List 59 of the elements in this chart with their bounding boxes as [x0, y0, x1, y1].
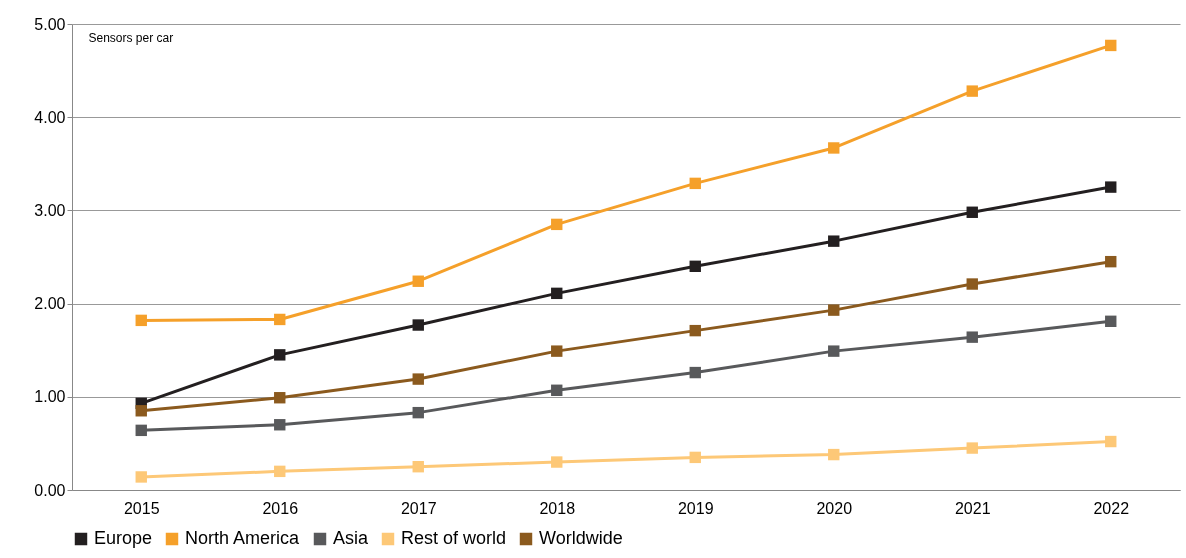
point: [828, 142, 840, 154]
y-tick-label: 5.00: [34, 15, 66, 33]
legend-label: Asia: [333, 528, 369, 548]
legend-label: Rest of world: [401, 528, 507, 548]
x-tick-label: 2016: [262, 499, 299, 517]
point: [274, 419, 286, 431]
point: [274, 465, 286, 478]
legend-label: North America: [185, 528, 301, 548]
x-tick-label: 2019: [677, 499, 714, 517]
x-tick-label: 2022: [1093, 499, 1130, 517]
point: [966, 278, 978, 290]
y-tick-label: 2.00: [34, 295, 66, 313]
point: [828, 304, 840, 316]
point: [1105, 39, 1117, 52]
point: [689, 177, 701, 190]
point: [1105, 315, 1117, 328]
x-tick-label: 2017: [400, 499, 437, 517]
point: [412, 461, 424, 473]
x-tick-label: 2021: [954, 499, 991, 517]
point: [551, 287, 563, 300]
point: [274, 349, 286, 361]
point: [828, 235, 840, 247]
y-axis-title: Sensors per car: [88, 30, 174, 45]
y-tick-label: 1.00: [34, 388, 66, 406]
point: [274, 313, 286, 326]
point: [551, 456, 563, 468]
y-tick-label: 4.00: [34, 108, 66, 126]
point: [966, 85, 978, 97]
point: [135, 424, 147, 437]
x-tick-label: 2020: [816, 499, 853, 517]
point: [689, 260, 701, 273]
point: [551, 384, 563, 396]
point: [135, 405, 147, 417]
x-tick-label: 2018: [539, 499, 576, 517]
point: [828, 448, 840, 461]
point: [828, 345, 840, 357]
point: [966, 442, 978, 454]
point: [412, 275, 424, 287]
legend-label: Europe: [94, 528, 153, 548]
point: [135, 471, 147, 483]
point: [412, 319, 424, 331]
y-tick-label: 3.00: [34, 201, 66, 219]
point: [689, 366, 701, 379]
point: [135, 314, 147, 327]
point: [1105, 435, 1117, 448]
point: [412, 406, 424, 419]
point: [689, 324, 701, 337]
point: [551, 218, 563, 231]
point: [274, 392, 286, 404]
legend-label: Worldwide: [539, 528, 623, 548]
point: [1105, 181, 1117, 193]
point: [551, 345, 563, 357]
y-tick-label: 0.00: [34, 481, 66, 499]
point: [689, 451, 701, 464]
x-tick-label: 2015: [123, 499, 160, 517]
point: [412, 373, 424, 385]
point: [1105, 255, 1117, 268]
point: [966, 206, 978, 218]
point: [966, 331, 978, 343]
